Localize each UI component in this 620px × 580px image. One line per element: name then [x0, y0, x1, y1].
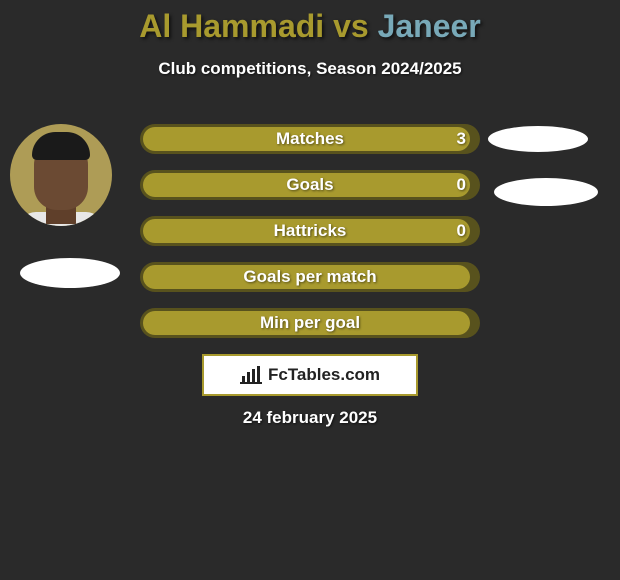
subtitle: Club competitions, Season 2024/2025	[0, 59, 620, 79]
stat-row-hattricks: Hattricks 0	[140, 216, 480, 246]
stat-row-min-per-goal: Min per goal	[140, 308, 480, 338]
date-text: 24 february 2025	[0, 408, 620, 428]
stat-label: Hattricks	[274, 221, 347, 241]
stat-value: 0	[457, 175, 466, 195]
stat-label: Goals	[286, 175, 333, 195]
stat-value: 0	[457, 221, 466, 241]
title-player-a: Al Hammadi vs Janeer	[139, 8, 481, 44]
stat-row-goals: Goals 0	[140, 170, 480, 200]
avatar-face-illustration	[10, 124, 112, 226]
page-title: Al Hammadi vs Janeer	[0, 0, 620, 45]
stat-label: Min per goal	[260, 313, 360, 333]
player-a-club-logo	[20, 258, 120, 288]
player-b-avatar	[488, 126, 588, 152]
player-a-avatar	[10, 124, 112, 226]
stat-value: 3	[457, 129, 466, 149]
player-b-club-logo	[494, 178, 598, 206]
stats-panel: Matches 3 Goals 0 Hattricks 0 Goals per …	[140, 124, 480, 354]
stat-label: Matches	[276, 129, 344, 149]
stat-row-goals-per-match: Goals per match	[140, 262, 480, 292]
stat-label: Goals per match	[243, 267, 376, 287]
stat-row-matches: Matches 3	[140, 124, 480, 154]
brand-text: FcTables.com	[268, 365, 380, 385]
brand-box[interactable]: FcTables.com	[202, 354, 418, 396]
bar-chart-icon	[240, 366, 262, 384]
